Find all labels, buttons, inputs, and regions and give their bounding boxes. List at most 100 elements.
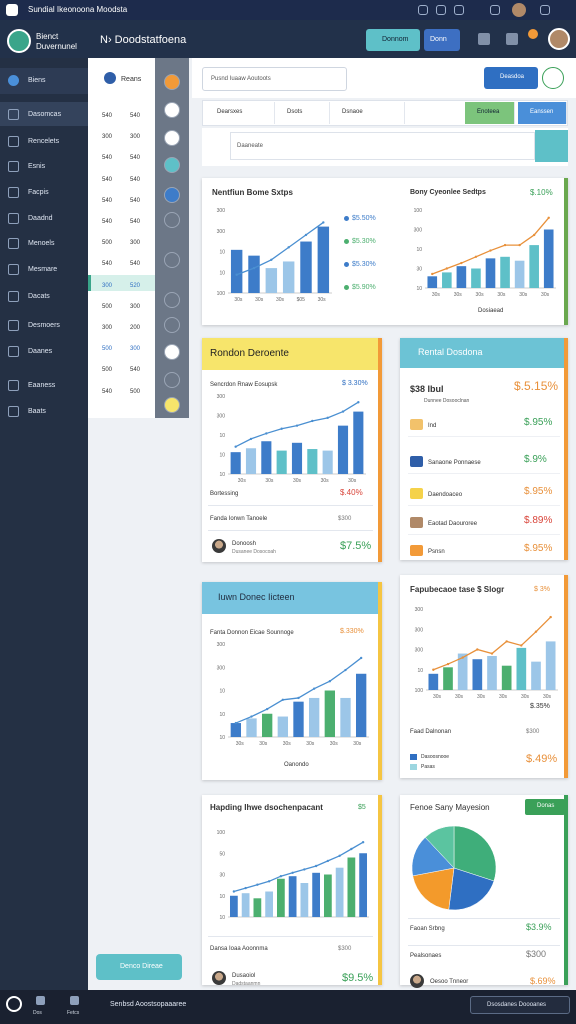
list-cell[interactable]: 540	[130, 113, 141, 119]
list-cell[interactable]: 540	[130, 176, 141, 183]
search-input[interactable]: Pusnd Iuaaw Aoutoots	[202, 67, 347, 91]
tab[interactable]: Dsots	[275, 102, 330, 124]
footer-item[interactable]: Dos	[33, 1010, 42, 1016]
list-cell[interactable]: 520	[130, 282, 141, 289]
list-cell[interactable]: 540	[102, 155, 113, 162]
top-icon[interactable]	[540, 5, 550, 15]
strip-icon[interactable]	[164, 252, 180, 268]
sidebar-icon[interactable]	[8, 109, 19, 120]
sidebar-icon[interactable]	[8, 380, 19, 391]
list-cell[interactable]: 300	[102, 325, 113, 331]
strip-icon[interactable]	[164, 130, 180, 146]
sidebar-item[interactable]: Menoels	[28, 240, 55, 247]
top-icon[interactable]	[490, 5, 500, 15]
strip-icon[interactable]	[164, 212, 180, 228]
list-cell[interactable]: 540	[102, 176, 113, 183]
list-cell[interactable]: 300	[102, 134, 113, 141]
list-cell[interactable]: 200	[130, 325, 141, 331]
top-icon[interactable]	[454, 5, 464, 15]
list-cell[interactable]: 300	[130, 134, 141, 141]
sidebar-item[interactable]: Rencelets	[28, 138, 60, 145]
sidebar-item[interactable]: Facpis	[28, 189, 49, 196]
list-cell[interactable]: 540	[130, 261, 141, 268]
footer-logo	[6, 996, 22, 1012]
strip-icon[interactable]	[164, 74, 180, 90]
sidebar-icon[interactable]	[8, 161, 19, 172]
list-cell[interactable]: 300	[130, 240, 141, 247]
button[interactable]: Donn	[424, 29, 460, 51]
list-cell[interactable]: 300	[102, 282, 113, 289]
refresh-button[interactable]	[542, 67, 564, 89]
sidebar-item[interactable]: Baats	[28, 408, 46, 415]
list-cell[interactable]: 540	[130, 219, 141, 225]
sidebar-icon[interactable]	[8, 213, 19, 224]
strip-icon[interactable]	[164, 397, 180, 413]
list-cell[interactable]: 500	[102, 303, 113, 310]
tab[interactable]: Dsnaoe	[330, 102, 405, 124]
footer-item[interactable]: Fetcs	[67, 1010, 80, 1016]
sidebar-item[interactable]: Dasomcas	[28, 111, 62, 118]
sidebar-icon[interactable]	[8, 238, 19, 249]
top-icon[interactable]	[418, 5, 428, 15]
sidebar-item[interactable]: Mesmare	[28, 266, 58, 273]
list-cell[interactable]: 500	[102, 240, 113, 247]
y-tick-label: 10	[416, 247, 422, 253]
header-icon[interactable]	[478, 33, 490, 45]
sidebar-item[interactable]: Daadnd	[28, 215, 53, 222]
footer-button[interactable]: Dsosdanes Doooanes	[470, 996, 570, 1014]
footer-icon[interactable]	[36, 996, 45, 1005]
divider	[408, 945, 560, 946]
strip-icon[interactable]	[164, 157, 180, 173]
button[interactable]: Donnom	[366, 29, 420, 51]
sidebar-icon[interactable]	[8, 291, 19, 302]
sidebar-icon[interactable]	[8, 264, 19, 275]
top-icon[interactable]	[436, 5, 446, 15]
primary-button[interactable]: Deasdoa	[484, 67, 538, 89]
list-cell[interactable]: 500	[102, 346, 113, 353]
list-cell[interactable]: 540	[102, 197, 113, 204]
filter-button[interactable]	[535, 130, 568, 162]
list-cell[interactable]: 500	[102, 367, 113, 374]
sidebar-item[interactable]: Esnis	[28, 163, 46, 170]
strip-icon[interactable]	[164, 102, 180, 118]
strip-icon[interactable]	[164, 292, 180, 308]
list-cell[interactable]: 540	[130, 367, 141, 374]
list-cell[interactable]: 540	[102, 113, 113, 119]
list-cell[interactable]: 540	[102, 388, 113, 395]
tab[interactable]: Enoteea	[465, 102, 515, 124]
strip-icon[interactable]	[164, 372, 180, 388]
list-cell[interactable]: 300	[130, 346, 141, 353]
summary-card	[202, 178, 568, 325]
list-cell[interactable]: 540	[130, 155, 141, 162]
sidebar-item[interactable]: Dacats	[28, 293, 50, 300]
list-cell[interactable]: 500	[130, 388, 141, 395]
footer-icon[interactable]	[70, 996, 79, 1005]
sidebar-icon[interactable]	[8, 136, 19, 147]
strip-icon[interactable]	[164, 187, 180, 203]
strip-icon[interactable]	[164, 317, 180, 333]
sidebar-icon[interactable]	[8, 406, 19, 417]
bar	[300, 883, 309, 917]
list-cell[interactable]: 540	[102, 261, 113, 268]
sidebar-icon[interactable]	[8, 320, 19, 331]
sidebar-icon[interactable]	[8, 187, 19, 198]
sidebar-item[interactable]: Daanes	[28, 348, 53, 355]
value: $.49%	[526, 753, 558, 765]
sidebar-logo[interactable]	[8, 75, 19, 86]
header-icon[interactable]	[506, 33, 518, 45]
x-tick-label: 30s	[541, 292, 550, 298]
list-cell[interactable]: 540	[102, 219, 113, 225]
list-cell[interactable]: 300	[130, 303, 141, 310]
sidebar-item[interactable]: Eaaness	[28, 382, 56, 389]
filter-input[interactable]: Daaneate	[230, 132, 535, 160]
sidebar-button[interactable]: Denco Direae	[96, 954, 182, 980]
tab[interactable]: Eanssen	[518, 102, 567, 124]
tab[interactable]: Dearsxes	[205, 102, 275, 124]
sidebar-item[interactable]: Desmoers	[28, 322, 60, 329]
list-cell[interactable]: 540	[130, 197, 141, 204]
logo	[7, 29, 31, 53]
sidebar-icon[interactable]	[8, 346, 19, 357]
badge-button[interactable]: Donas	[525, 799, 565, 815]
sidebar-item[interactable]: Biens	[28, 77, 46, 84]
strip-icon[interactable]	[164, 344, 180, 360]
